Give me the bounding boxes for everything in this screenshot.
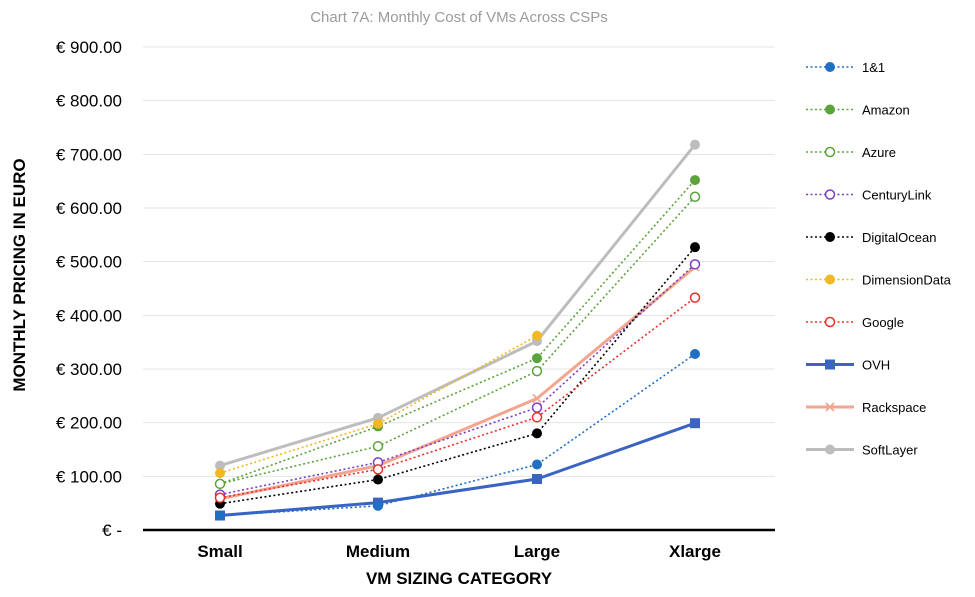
y-tick-label: € 300.00 — [56, 360, 122, 379]
legend-item-google: Google — [806, 315, 904, 330]
data-point-centurylink — [531, 402, 543, 413]
series-line-google — [219, 296, 696, 499]
x-axis-ticks: Small Medium Large Xlarge — [197, 542, 721, 561]
data-point-ovh — [532, 474, 542, 485]
data-point-digitalocean — [373, 474, 383, 485]
y-tick-label: € 900.00 — [56, 38, 122, 57]
y-tick-label: € - — [102, 521, 122, 540]
data-point-google — [214, 492, 226, 504]
data-point-softlayer — [690, 139, 700, 150]
legend-item-softlayer: SoftLayer — [806, 443, 918, 458]
legend-item-1-1: 1&1 — [806, 60, 885, 75]
legend-item-ovh: OVH — [806, 358, 890, 373]
data-point-dimensiondata — [532, 330, 542, 341]
data-point-amazon — [690, 175, 700, 186]
x-tick-label: Large — [514, 542, 560, 561]
data-point-1-1 — [373, 500, 383, 511]
y-tick-label: € 200.00 — [56, 414, 122, 433]
data-point-1-1 — [215, 510, 225, 521]
legend-item-dimensiondata: DimensionData — [806, 273, 952, 288]
series-line-1-1 — [219, 353, 696, 517]
legend-marker — [825, 274, 835, 285]
legend-marker — [825, 402, 835, 412]
y-axis-ticks: € - € 100.00 € 200.00 € 300.00 € 400.00 € 500… — [56, 38, 122, 540]
legend-marker — [824, 316, 836, 328]
legend: 1&1 Amazon Azure CenturyLink DigitalOcean Dim… — [806, 60, 952, 458]
data-point-google — [689, 292, 701, 303]
series-line-dimensiondata — [219, 335, 538, 474]
x-tick-label: Small — [197, 542, 242, 561]
legend-label: Amazon — [862, 103, 910, 118]
data-point-digitalocean — [690, 242, 700, 253]
legend-marker — [824, 189, 836, 200]
series-line-amazon — [219, 179, 696, 485]
legend-label: Azure — [862, 145, 896, 160]
data-point-azure — [531, 365, 543, 377]
y-tick-label: € 600.00 — [56, 199, 122, 218]
data-point-1-1 — [690, 348, 700, 359]
legend-label: OVH — [862, 358, 890, 373]
legend-label: SoftLayer — [862, 443, 918, 458]
legend-item-rackspace: Rackspace — [806, 400, 926, 415]
data-point-azure — [689, 191, 701, 202]
y-axis-label: MONTHLY PRICING IN EURO — [10, 158, 29, 391]
data-point-centurylink — [689, 259, 701, 270]
data-point-azure — [372, 441, 384, 452]
series-softlayer — [215, 139, 700, 471]
legend-item-azure: Azure — [806, 145, 896, 160]
legend-marker — [825, 444, 835, 455]
series-line-digitalocean — [219, 246, 696, 505]
data-point-amazon — [532, 353, 542, 364]
data-point-1-1 — [532, 459, 542, 470]
series-line-azure — [219, 196, 696, 485]
legend-marker — [825, 232, 835, 242]
series-1-1 — [215, 348, 700, 521]
series-digitalocean — [215, 242, 700, 509]
legend-marker — [825, 359, 835, 370]
legend-marker — [825, 104, 835, 115]
y-tick-label: € 400.00 — [56, 306, 122, 325]
y-tick-label: € 100.00 — [56, 467, 122, 486]
legend-item-amazon: Amazon — [806, 103, 910, 118]
series-azure — [214, 191, 701, 490]
data-point-dimensiondata — [215, 468, 225, 479]
legend-item-centurylink: CenturyLink — [806, 188, 932, 203]
data-point-dimensiondata — [373, 418, 383, 429]
series-dimensiondata — [215, 330, 542, 479]
series-amazon — [215, 175, 700, 489]
data-point-azure — [214, 478, 226, 490]
legend-label: DigitalOcean — [862, 230, 936, 245]
legend-label: 1&1 — [862, 60, 885, 75]
chart-title: Chart 7A: Monthly Cost of VMs Across CSP… — [310, 9, 608, 26]
legend-marker — [824, 146, 836, 158]
series-google — [214, 292, 701, 504]
legend-label: DimensionData — [862, 273, 952, 288]
series-line-softlayer — [219, 143, 697, 468]
series-line-ovh — [219, 421, 696, 518]
data-point-google — [372, 464, 384, 475]
legend-item-digitalocean: DigitalOcean — [806, 230, 936, 245]
y-tick-label: € 800.00 — [56, 92, 122, 111]
x-tick-label: Xlarge — [669, 542, 721, 561]
legend-label: CenturyLink — [862, 188, 932, 203]
series-rackspace — [215, 262, 700, 504]
y-tick-label: € 500.00 — [56, 253, 122, 272]
data-point-google — [531, 412, 543, 423]
data-point-digitalocean — [532, 428, 542, 439]
x-tick-label: Medium — [346, 542, 410, 561]
series-line-rackspace — [219, 265, 696, 501]
y-tick-label: € 700.00 — [56, 145, 122, 164]
series-group — [214, 139, 701, 521]
x-axis-label: VM SIZING CATEGORY — [366, 569, 553, 588]
legend-marker — [825, 62, 835, 72]
legend-label: Rackspace — [862, 400, 926, 415]
legend-label: Google — [862, 315, 904, 330]
series-centurylink — [214, 259, 701, 500]
gridlines — [143, 46, 775, 477]
data-point-ovh — [690, 418, 700, 429]
data-point-rackspace — [532, 393, 542, 404]
